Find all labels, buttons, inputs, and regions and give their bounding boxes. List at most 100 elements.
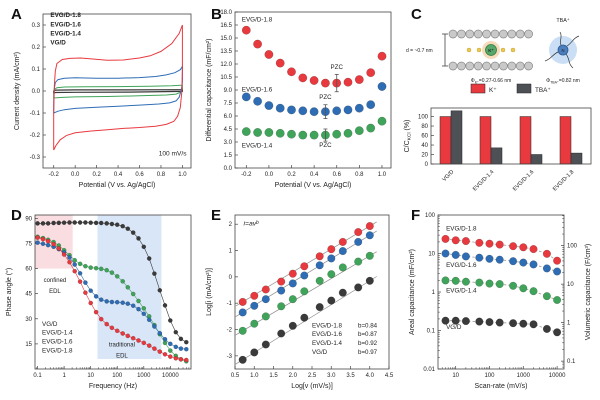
- svg-text:C/CKCl (%): C/CKCl (%): [404, 120, 412, 153]
- svg-text:EVG/D-1.4: EVG/D-1.4: [42, 330, 73, 337]
- svg-text:Scan-rate (mV/s): Scan-rate (mV/s): [475, 383, 528, 390]
- panel-label-c: C: [411, 6, 422, 23]
- svg-text:0.2: 0.2: [32, 45, 41, 51]
- svg-text:4.0: 4.0: [366, 373, 375, 379]
- svg-text:0.8: 0.8: [157, 172, 166, 178]
- svg-text:7.5: 7.5: [224, 101, 233, 107]
- svg-text:100: 100: [567, 244, 578, 250]
- svg-text:PZC: PZC: [319, 94, 332, 101]
- svg-text:Log[v (mV/s)]: Log[v (mV/s)]: [291, 383, 333, 390]
- panel-a-chart-svg: -0.2 0.0 0.2 0.4 0.6 0.8 1.0 -0.3 -0.2 -0.1 0.0 0.1…: [14, 12, 192, 189]
- panel-e-chart-svg: 0.5 1.0 1.5 2.0 2.5 3.0 3.5 4.0 4.5 -3 -2 -1 0 1 2 Log[…: [206, 214, 394, 390]
- svg-text:0.1: 0.1: [427, 329, 436, 335]
- svg-text:1000: 1000: [137, 373, 151, 379]
- svg-text:1.5: 1.5: [224, 153, 233, 159]
- svg-text:60: 60: [421, 134, 428, 140]
- svg-text:1.0: 1.0: [250, 373, 259, 379]
- svg-text:traditional: traditional: [109, 342, 135, 348]
- svg-text:90: 90: [25, 216, 32, 222]
- panel-label-f: F: [411, 207, 421, 224]
- svg-text:TBA⁺: TBA⁺: [556, 18, 569, 24]
- svg-text:100: 100: [425, 213, 436, 219]
- panel-c-chart-svg: VG/D EVG/D-1.4 EVG/D-1.6 EVG/D-1.8 0 20 40 60 80…: [404, 18, 592, 193]
- svg-text:10000: 10000: [162, 373, 179, 379]
- svg-text:3.0: 3.0: [224, 140, 233, 146]
- svg-text:1: 1: [229, 249, 233, 255]
- svg-text:EVG/D-1.8: EVG/D-1.8: [446, 225, 477, 232]
- svg-text:b=0.84: b=0.84: [358, 322, 378, 329]
- svg-text:10: 10: [87, 373, 94, 379]
- svg-text:100: 100: [484, 373, 495, 379]
- svg-text:-2: -2: [227, 328, 233, 334]
- svg-text:30: 30: [25, 317, 32, 323]
- svg-text:3.5: 3.5: [346, 373, 355, 379]
- svg-text:PZC: PZC: [331, 64, 344, 71]
- svg-text:40: 40: [421, 143, 428, 149]
- svg-text:100: 100: [112, 373, 123, 379]
- svg-text:0.4: 0.4: [114, 172, 123, 178]
- svg-text:EVG/D-1.4: EVG/D-1.4: [312, 340, 342, 347]
- svg-text:0.6: 0.6: [333, 172, 342, 178]
- svg-text:ΦTBA⁺=0.82 nm: ΦTBA⁺=0.82 nm: [546, 78, 580, 84]
- panel-d-chart-svg: 0.1 1 10 100 1000 10000 15 30 45 60 75 90 Frequency …: [5, 214, 192, 390]
- svg-text:PZC: PZC: [319, 142, 332, 149]
- svg-text:EVG/D-1.6: EVG/D-1.6: [512, 169, 535, 192]
- svg-text:EDL: EDL: [49, 289, 61, 295]
- svg-text:0.1: 0.1: [33, 373, 42, 379]
- svg-text:4.5: 4.5: [224, 127, 233, 133]
- svg-text:20: 20: [421, 153, 428, 159]
- svg-text:EVG/D-1.8: EVG/D-1.8: [242, 17, 273, 24]
- svg-text:Current density (mA/cm²): Current density (mA/cm²): [14, 52, 21, 130]
- svg-text:16.5: 16.5: [220, 23, 232, 29]
- svg-text:0.8: 0.8: [355, 172, 364, 178]
- svg-text:80: 80: [421, 124, 428, 130]
- svg-text:0: 0: [425, 162, 429, 168]
- svg-text:75: 75: [25, 241, 32, 247]
- svg-text:10: 10: [428, 252, 435, 258]
- svg-text:-0.1: -0.1: [30, 111, 41, 117]
- svg-text:45: 45: [25, 292, 32, 298]
- svg-text:15.0: 15.0: [220, 36, 232, 42]
- svg-text:Potential (V vs. Ag/AgCl): Potential (V vs. Ag/AgCl): [275, 182, 352, 189]
- svg-text:0.5: 0.5: [231, 373, 240, 379]
- svg-text:EVG/D-1.4: EVG/D-1.4: [50, 30, 81, 37]
- svg-text:15: 15: [25, 342, 32, 348]
- svg-text:K⁺: K⁺: [488, 48, 494, 53]
- svg-text:-0.2: -0.2: [49, 172, 60, 178]
- svg-text:60: 60: [25, 267, 32, 273]
- svg-text:0.1: 0.1: [567, 359, 576, 365]
- svg-text:VG/D: VG/D: [50, 40, 66, 47]
- svg-text:EVG/D-1.6: EVG/D-1.6: [312, 331, 342, 338]
- svg-text:0.0: 0.0: [224, 166, 233, 172]
- svg-text:EVG/D-1.4: EVG/D-1.4: [472, 169, 495, 192]
- svg-text:4.5: 4.5: [385, 373, 394, 379]
- panel-b-chart-svg: -0.2 0.0 0.2 0.4 0.6 0.8 1.0 0.0 1.5 3.0 4.5 6.0 7.5…: [206, 10, 392, 189]
- svg-text:0.2: 0.2: [92, 172, 101, 178]
- panel-e-b-value: E 0.5 1.0 1.5 2.0 2.5 3.0 3.5 4.0 4.5 -3 -2 -1 0 1 2 Lo…: [201, 205, 399, 400]
- svg-text:EVG/D-1.6: EVG/D-1.6: [446, 262, 477, 269]
- svg-text:K⁺: K⁺: [489, 87, 497, 94]
- svg-text:2.0: 2.0: [289, 373, 298, 379]
- svg-text:EVG/D-1.8: EVG/D-1.8: [312, 322, 342, 329]
- svg-text:18.0: 18.0: [220, 10, 232, 16]
- svg-text:0.2: 0.2: [287, 172, 296, 178]
- svg-text:0: 0: [229, 275, 233, 281]
- svg-text:b=0.97: b=0.97: [358, 349, 378, 356]
- svg-text:12.0: 12.0: [220, 62, 232, 68]
- panel-c-ion-sieving: C VG/D EVG/D-1.4 EVG/D-1.6 EVG/D-1.8 0 20 40 60…: [401, 4, 599, 200]
- svg-text:EVG/D-1.6: EVG/D-1.6: [42, 338, 73, 345]
- svg-text:0.3: 0.3: [32, 23, 41, 29]
- svg-text:100: 100: [418, 115, 429, 121]
- svg-text:i=avᵇ: i=avᵇ: [243, 221, 259, 228]
- svg-text:-0.2: -0.2: [30, 133, 41, 139]
- svg-text:VG/D: VG/D: [312, 349, 328, 356]
- panel-f-chart-svg: 10 100 1000 10000 0.01 0.1 1 10 100 0.1 1 10 100 Volu…: [409, 213, 592, 390]
- svg-text:VG/D: VG/D: [446, 324, 462, 331]
- svg-text:1: 1: [62, 373, 66, 379]
- svg-text:confined: confined: [44, 278, 67, 284]
- svg-text:Frequency (Hz): Frequency (Hz): [89, 383, 137, 390]
- panel-label-d: D: [11, 207, 22, 224]
- svg-text:EVG/D-1.8: EVG/D-1.8: [50, 12, 81, 19]
- svg-text:EVG/D-1.6: EVG/D-1.6: [242, 87, 273, 94]
- svg-text:Potential (V vs. Ag/AgCl): Potential (V vs. Ag/AgCl): [79, 182, 156, 189]
